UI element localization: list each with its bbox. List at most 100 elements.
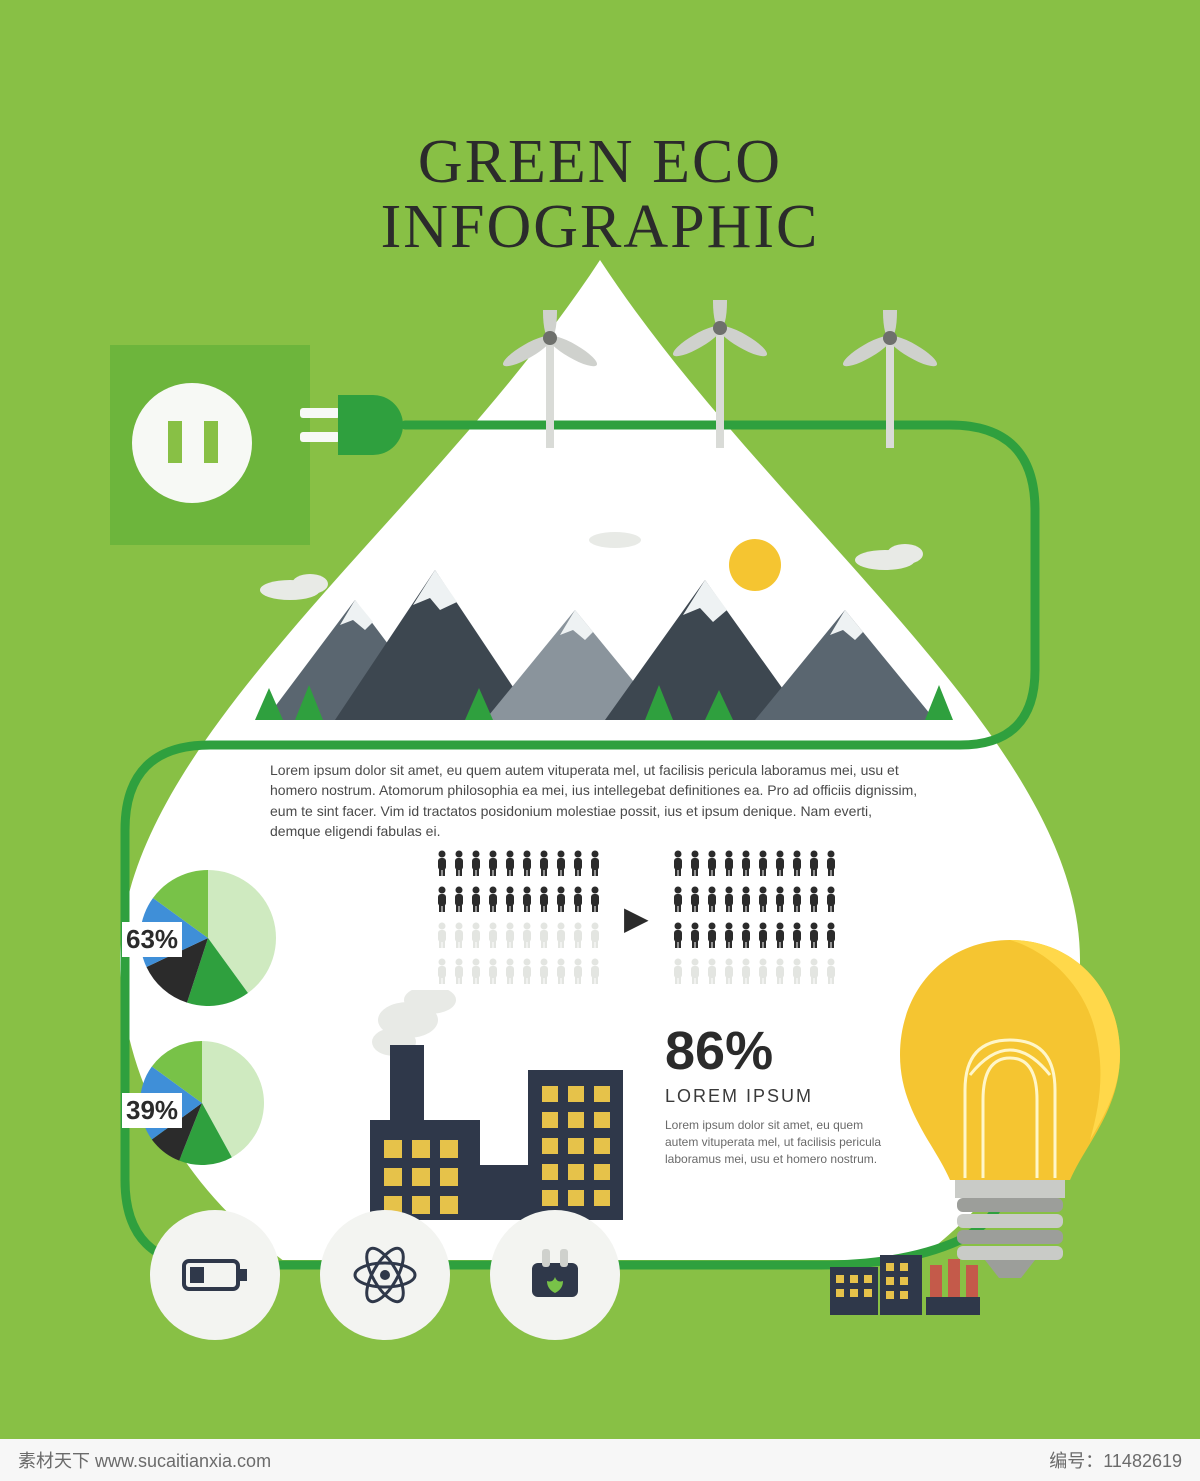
person-icon (588, 886, 602, 917)
person-icon (790, 922, 804, 953)
person-icon (756, 886, 770, 917)
people-grid-right (671, 850, 838, 989)
person-icon (722, 958, 736, 989)
eco-plug-icon (490, 1210, 620, 1340)
people-row (671, 850, 838, 881)
person-icon (705, 886, 719, 917)
intro-paragraph: Lorem ipsum dolor sit amet, eu quem aute… (270, 760, 920, 841)
person-icon (773, 958, 787, 989)
person-icon (807, 886, 821, 917)
atom-icon (320, 1210, 450, 1340)
person-icon (435, 958, 449, 989)
footer-left: 素材天下 www.sucaitianxia.com (18, 1447, 271, 1473)
person-icon (452, 886, 466, 917)
person-icon (824, 850, 838, 881)
pie-chart: 63% (140, 870, 276, 1011)
person-icon (722, 886, 736, 917)
person-icon (739, 958, 753, 989)
person-icon (486, 886, 500, 917)
person-icon (807, 922, 821, 953)
outlet-socket (132, 383, 252, 503)
person-icon (807, 850, 821, 881)
power-plug-icon (300, 390, 410, 460)
people-row (671, 958, 838, 989)
person-icon (486, 958, 500, 989)
person-icon (469, 886, 483, 917)
person-icon (588, 850, 602, 881)
person-icon (520, 958, 534, 989)
stat-value: 86% (665, 1020, 895, 1082)
people-row (435, 958, 602, 989)
person-icon (520, 886, 534, 917)
person-icon (807, 958, 821, 989)
person-icon (739, 886, 753, 917)
person-icon (486, 850, 500, 881)
person-icon (469, 922, 483, 953)
person-icon (486, 922, 500, 953)
person-icon (554, 850, 568, 881)
person-icon (773, 850, 787, 881)
person-icon (571, 886, 585, 917)
pie-charts: 63% 39% (140, 870, 276, 1200)
outlet-slot (168, 421, 182, 463)
person-icon (469, 850, 483, 881)
person-icon (435, 850, 449, 881)
person-icon (688, 850, 702, 881)
pie-label: 39% (122, 1093, 182, 1128)
person-icon (571, 922, 585, 953)
outlet-slot (204, 421, 218, 463)
person-icon (671, 922, 685, 953)
title-line1: GREEN ECO (381, 130, 820, 195)
people-row (671, 922, 838, 953)
pie-label: 63% (122, 922, 182, 957)
person-icon (452, 958, 466, 989)
wind-turbine-icon (830, 310, 950, 450)
person-icon (688, 922, 702, 953)
person-icon (503, 922, 517, 953)
people-row (435, 850, 602, 881)
people-grid-left (435, 850, 602, 989)
person-icon (537, 886, 551, 917)
stat-subtitle: LOREM IPSUM (665, 1086, 895, 1107)
people-row (671, 886, 838, 917)
person-icon (554, 886, 568, 917)
person-icon (705, 922, 719, 953)
person-icon (452, 850, 466, 881)
person-icon (722, 850, 736, 881)
person-icon (554, 958, 568, 989)
person-icon (452, 922, 466, 953)
person-icon (671, 958, 685, 989)
person-icon (790, 958, 804, 989)
people-row (435, 922, 602, 953)
wind-turbine-icon (660, 300, 780, 450)
person-icon (824, 922, 838, 953)
factory-illustration (360, 990, 640, 1230)
infographic-canvas: GREEN ECO INFOGRAPHIC (0, 0, 1200, 1481)
person-icon (520, 850, 534, 881)
person-icon (671, 886, 685, 917)
person-icon (756, 850, 770, 881)
person-icon (739, 850, 753, 881)
person-icon (520, 922, 534, 953)
small-city-icon (830, 1245, 980, 1315)
battery-icon (150, 1210, 280, 1340)
person-icon (688, 958, 702, 989)
person-icon (790, 850, 804, 881)
stat-body: Lorem ipsum dolor sit amet, eu quem aute… (665, 1117, 895, 1167)
people-row (435, 886, 602, 917)
person-icon (790, 886, 804, 917)
person-icon (571, 958, 585, 989)
person-icon (705, 958, 719, 989)
person-icon (773, 886, 787, 917)
person-icon (469, 958, 483, 989)
person-icon (554, 922, 568, 953)
person-icon (671, 850, 685, 881)
arrow-right-icon: ▶ (624, 899, 649, 937)
footer-bar: 素材天下 www.sucaitianxia.com 编号：11482619 (0, 1439, 1200, 1481)
person-icon (773, 922, 787, 953)
population-comparison: ▶ (435, 850, 955, 990)
footer-right: 编号：11482619 (1049, 1447, 1182, 1473)
landscape-scene (235, 530, 975, 740)
power-outlet (110, 345, 310, 545)
person-icon (688, 886, 702, 917)
